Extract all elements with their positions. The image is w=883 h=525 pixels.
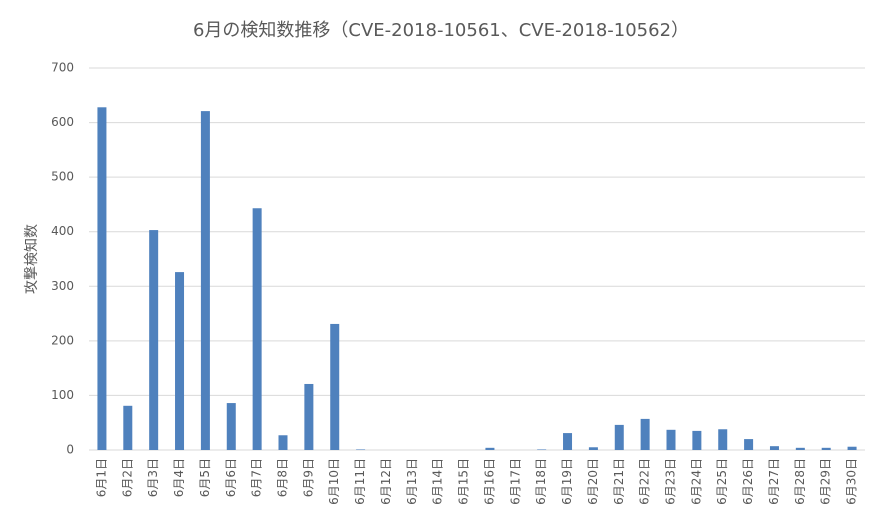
bar	[226, 403, 236, 450]
y-tick-label: 100	[51, 388, 74, 402]
x-tick-label: 6月7日	[250, 458, 264, 497]
y-axis-label: 攻撃検知数	[23, 224, 40, 294]
x-tick-label: 6月15日	[457, 458, 471, 505]
x-tick-label: 6月29日	[819, 458, 833, 505]
bar	[718, 429, 728, 450]
bar	[821, 447, 831, 450]
y-tick-label: 500	[51, 170, 74, 184]
bar	[537, 449, 547, 450]
bar	[304, 383, 314, 450]
x-tick-label: 6月25日	[715, 458, 729, 505]
x-tick-label: 6月10日	[327, 458, 341, 505]
x-tick-label: 6月1日	[94, 458, 108, 497]
x-tick-label: 6月8日	[276, 458, 290, 497]
x-tick-label: 6月27日	[767, 458, 781, 505]
bar	[769, 446, 779, 450]
bar	[485, 447, 495, 450]
x-tick-label: 6月6日	[224, 458, 238, 497]
x-tick-label: 6月14日	[431, 458, 445, 505]
y-tick-label: 600	[51, 115, 74, 129]
x-tick-label: 6月21日	[612, 458, 626, 505]
x-tick-label: 6月19日	[560, 458, 574, 505]
bar	[744, 439, 754, 450]
y-tick-label: 0	[66, 443, 74, 457]
y-tick-label: 700	[51, 61, 74, 75]
x-tick-label: 6月30日	[845, 458, 859, 505]
bar	[666, 429, 676, 450]
x-tick-label: 6月20日	[586, 458, 600, 505]
x-tick-label: 6月2日	[120, 458, 134, 497]
x-tick-label: 6月23日	[664, 458, 678, 505]
x-tick-label: 6月24日	[689, 458, 703, 505]
chart-title: 6月の検知数推移（CVE-2018-10561、CVE-2018-10562）	[193, 20, 689, 41]
x-tick-label: 6月26日	[741, 458, 755, 505]
bar	[588, 447, 598, 450]
bar	[330, 323, 340, 450]
bar	[149, 230, 159, 450]
x-tick-label: 6月18日	[534, 458, 548, 505]
bar	[278, 435, 288, 450]
bar	[123, 405, 133, 450]
bar	[847, 446, 857, 450]
y-tick-label: 200	[51, 333, 74, 347]
bar	[795, 447, 805, 450]
bar	[252, 208, 262, 450]
x-tick-label: 6月28日	[793, 458, 807, 505]
x-tick-label: 6月9日	[301, 458, 315, 497]
x-tick-label: 6月11日	[353, 458, 367, 505]
bar	[614, 424, 624, 450]
bar	[692, 430, 702, 450]
x-tick-label: 6月5日	[198, 458, 212, 497]
x-tick-label: 6月3日	[146, 458, 160, 497]
bar	[175, 272, 185, 450]
x-tick-label: 6月13日	[405, 458, 419, 505]
bar	[200, 111, 210, 451]
bar	[356, 449, 366, 450]
x-tick-label: 6月4日	[172, 458, 186, 497]
bar	[563, 433, 573, 450]
y-tick-label: 300	[51, 279, 74, 293]
x-tick-label: 6月12日	[379, 458, 393, 505]
y-tick-label: 400	[51, 224, 74, 238]
x-tick-label: 6月22日	[638, 458, 652, 505]
x-tick-label: 6月17日	[508, 458, 522, 505]
bar	[640, 418, 650, 450]
bar	[97, 107, 107, 450]
x-tick-label: 6月16日	[482, 458, 496, 505]
